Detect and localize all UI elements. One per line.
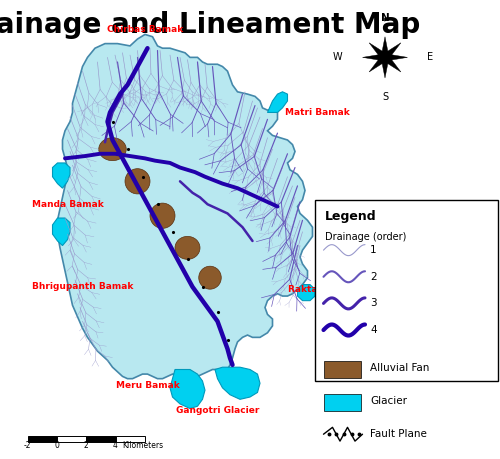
Text: 4: 4: [112, 442, 117, 450]
Polygon shape: [170, 369, 205, 409]
Text: 2: 2: [370, 272, 376, 282]
Text: Chirbas Bamak: Chirbas Bamak: [107, 25, 183, 34]
Text: N: N: [380, 13, 390, 23]
Text: Kilometers: Kilometers: [122, 442, 164, 450]
Polygon shape: [382, 43, 401, 60]
FancyBboxPatch shape: [315, 200, 498, 381]
Text: E: E: [428, 52, 434, 62]
Text: W: W: [333, 52, 342, 62]
Text: Matri Bamak: Matri Bamak: [285, 108, 350, 117]
Ellipse shape: [199, 266, 221, 289]
Text: Manda Bamak: Manda Bamak: [32, 200, 104, 209]
Polygon shape: [369, 55, 388, 72]
Text: Glacier: Glacier: [370, 396, 407, 406]
Polygon shape: [381, 57, 389, 78]
Text: 3: 3: [370, 298, 376, 308]
Bar: [28, 436, 57, 442]
Ellipse shape: [125, 168, 150, 194]
Text: Alluvial Fan: Alluvial Fan: [370, 363, 430, 373]
Polygon shape: [385, 54, 407, 61]
Bar: [86, 436, 116, 442]
Bar: [324, 394, 361, 411]
Bar: [57, 436, 86, 442]
Text: 4: 4: [370, 325, 376, 335]
Ellipse shape: [175, 236, 200, 259]
Text: Fault Plane: Fault Plane: [370, 429, 427, 439]
Text: Meru Bamak: Meru Bamak: [116, 381, 180, 390]
Text: -2: -2: [24, 442, 31, 450]
Polygon shape: [268, 92, 287, 112]
Polygon shape: [381, 37, 389, 57]
Text: Drainage (order): Drainage (order): [325, 232, 406, 242]
Ellipse shape: [99, 138, 126, 161]
Text: S: S: [382, 92, 388, 102]
Polygon shape: [58, 34, 312, 379]
Polygon shape: [362, 54, 385, 61]
Bar: [324, 361, 361, 378]
Polygon shape: [215, 367, 260, 399]
Bar: [116, 436, 145, 442]
Text: 2: 2: [84, 442, 88, 450]
Text: Legend: Legend: [325, 210, 376, 223]
Text: 0: 0: [54, 442, 60, 450]
Polygon shape: [369, 43, 388, 60]
Text: Gangotri Glacier: Gangotri Glacier: [176, 406, 259, 415]
Text: Bhrigupanth Bamak: Bhrigupanth Bamak: [32, 282, 134, 291]
Ellipse shape: [150, 203, 175, 228]
Polygon shape: [298, 285, 315, 301]
Text: Raktavarna Bamak: Raktavarna Bamak: [288, 285, 384, 294]
Text: Drainage and Lineament Map: Drainage and Lineament Map: [0, 11, 420, 39]
Polygon shape: [52, 163, 70, 188]
Polygon shape: [382, 55, 401, 72]
Polygon shape: [52, 218, 70, 246]
Text: 1: 1: [370, 245, 376, 255]
